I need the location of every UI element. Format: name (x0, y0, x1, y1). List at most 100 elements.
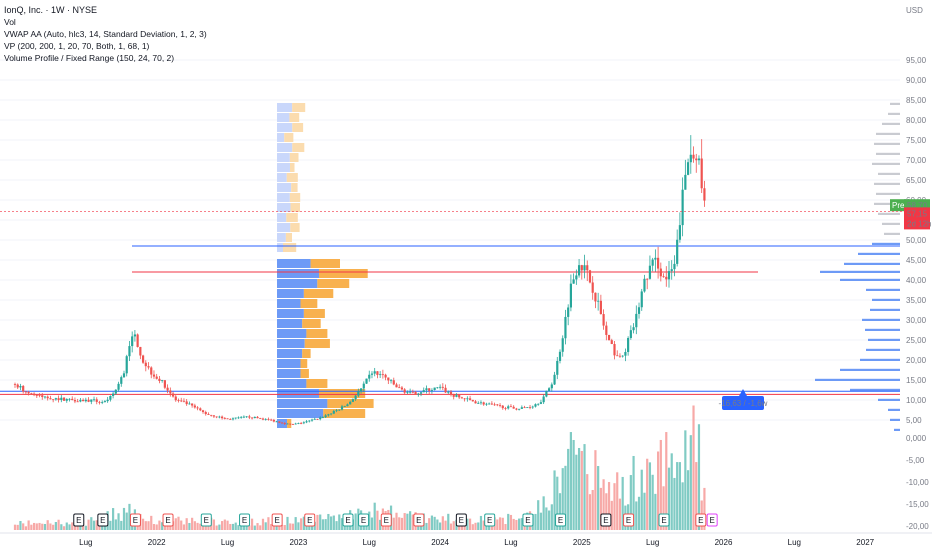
time-tick-label: 2026 (715, 538, 733, 547)
volume-bar (542, 496, 545, 530)
volume-bar (120, 520, 123, 530)
volume-bar (512, 518, 515, 530)
volume-bar (24, 526, 27, 530)
vp-bar-faded-up (277, 203, 291, 212)
earnings-marker-icon[interactable] (342, 513, 354, 527)
symbol-title[interactable]: IonQ, Inc. · 1W · NYSE (4, 5, 98, 15)
candle-body (289, 423, 292, 425)
candle-body (174, 396, 177, 401)
candle-body (591, 282, 594, 293)
volume-bar (327, 513, 330, 530)
volume-bar (621, 476, 624, 530)
price-tick-label: 90,00 (906, 76, 927, 85)
candle-body (646, 278, 649, 280)
earnings-marker-icon[interactable] (623, 513, 635, 527)
volume-bar (319, 514, 322, 530)
earnings-marker-label: E (133, 516, 138, 525)
candle-body (452, 394, 455, 397)
volume-bar (125, 512, 128, 530)
volume-bar (199, 523, 202, 530)
earnings-marker-icon[interactable] (522, 513, 534, 527)
indicator-vwap[interactable]: VWAP AA (Auto, hlc3, 14, Standard Deviat… (4, 29, 207, 39)
candle-body (144, 362, 147, 367)
volume-bar (270, 524, 273, 530)
candle-body (670, 269, 673, 272)
candle-body (392, 380, 395, 385)
earnings-marker-icon[interactable] (706, 513, 718, 527)
candle-body (92, 399, 96, 401)
candle-body (676, 239, 679, 264)
candle-body (449, 391, 453, 395)
volume-bar (57, 519, 60, 530)
earnings-marker-icon[interactable] (358, 513, 370, 527)
indicator-volume-profile[interactable]: Volume Profile / Fixed Range (150, 24, 7… (4, 53, 175, 63)
candle-body (689, 154, 692, 163)
volume-bar (567, 448, 570, 530)
earnings-marker-icon[interactable] (455, 513, 467, 527)
candle-body (68, 398, 71, 400)
session-vp-row (874, 142, 900, 145)
earnings-marker-icon[interactable] (200, 513, 212, 527)
candle-body (158, 378, 161, 381)
earnings-marker-icon[interactable] (73, 513, 85, 527)
earnings-marker-icon[interactable] (97, 513, 109, 527)
earnings-marker-icon[interactable] (304, 513, 316, 527)
vp-bar-faded-up (277, 193, 290, 202)
time-tick-label: Lug (79, 538, 92, 547)
candle-body (381, 374, 384, 376)
vp-bar-up (277, 329, 307, 338)
volume-bar (667, 467, 671, 530)
earnings-marker-icon[interactable] (129, 513, 141, 527)
volume-bar (68, 524, 71, 530)
vp-bar-up (277, 349, 303, 358)
volume-bar (370, 517, 374, 530)
candle-body (425, 388, 428, 391)
vp-bar-up (277, 279, 318, 288)
vp-bar-faded-down (286, 173, 298, 182)
candle-body (226, 418, 229, 420)
session-vp-row (878, 398, 900, 401)
volume-bar (280, 524, 284, 530)
earnings-marker-icon[interactable] (380, 513, 392, 527)
vp-bar-down (302, 319, 321, 328)
volume-bar (605, 493, 608, 530)
candle-body (316, 418, 319, 420)
earnings-marker-icon[interactable] (695, 513, 707, 527)
candle-body (305, 421, 308, 423)
volume-bar (141, 518, 145, 530)
candle-body (122, 373, 126, 378)
candle-body (141, 355, 145, 363)
volume-bar (686, 470, 690, 530)
earnings-marker-icon[interactable] (413, 513, 425, 527)
earnings-marker-label: E (345, 516, 350, 525)
indicator-vol[interactable]: Vol (4, 17, 16, 27)
candle-body (605, 325, 608, 335)
vp-bar-faded-down (290, 223, 300, 232)
volume-bar (180, 520, 183, 530)
candle-body (583, 265, 586, 271)
price-tick-label: 75,00 (906, 136, 927, 145)
price-tick-label: 10,00 (906, 396, 927, 405)
volume-bar (646, 458, 649, 530)
earnings-marker-icon[interactable] (555, 513, 567, 527)
earnings-marker-icon[interactable] (484, 513, 496, 527)
candle-body (422, 390, 425, 393)
vp-bar-down (310, 259, 340, 268)
candle-body (512, 406, 515, 409)
volume-bar (368, 511, 371, 530)
candle-body (79, 399, 82, 402)
earnings-marker-icon[interactable] (239, 513, 251, 527)
earnings-marker-icon[interactable] (271, 513, 283, 527)
candle-body (131, 336, 134, 347)
candle-body (577, 265, 581, 276)
volume-bar (32, 522, 36, 530)
earnings-marker-icon[interactable] (658, 513, 670, 527)
volume-bar (610, 500, 613, 530)
candle-body (466, 398, 469, 400)
earnings-marker-icon[interactable] (162, 513, 174, 527)
indicator-vp[interactable]: VP (200, 200, 1, 20, 70, Both, 1, 68, 1) (4, 41, 150, 51)
earnings-marker-icon[interactable] (600, 513, 612, 527)
volume-bar (411, 514, 414, 530)
range-badge-bg[interactable] (722, 396, 764, 410)
